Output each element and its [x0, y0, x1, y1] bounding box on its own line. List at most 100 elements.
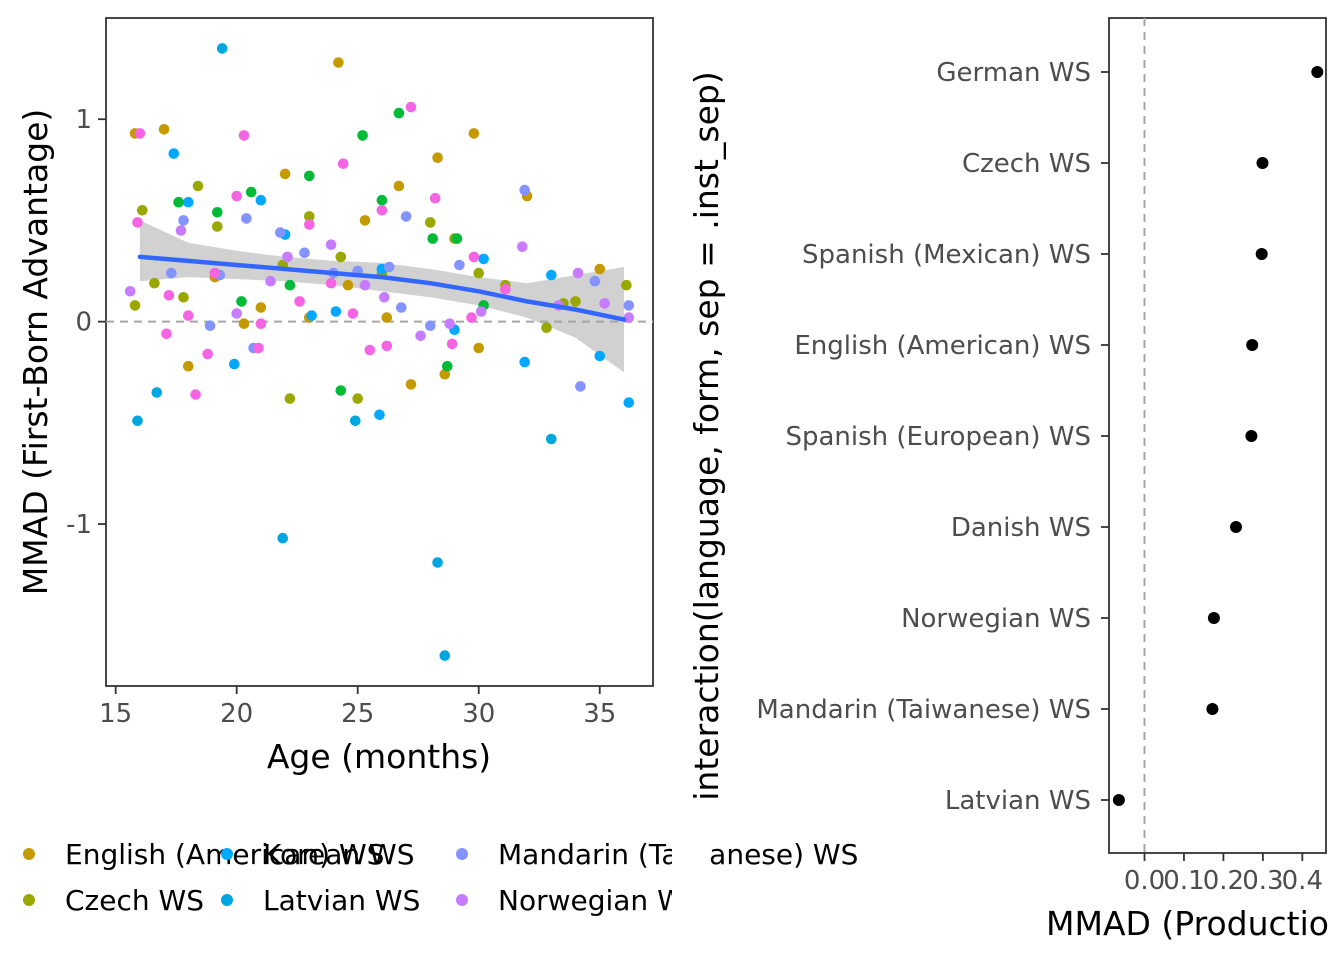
point-korean-ws	[168, 148, 180, 159]
point-english-american-ws	[238, 318, 250, 330]
point-danish-ws	[253, 342, 264, 354]
point-latvian-ws	[277, 532, 289, 544]
point-danish-ws	[446, 338, 458, 350]
point-norwegian-ws	[325, 239, 337, 250]
right-x-axis-title: MMAD (Productio	[1046, 904, 1329, 943]
left-y-axis-title: MMAD (First-Born Advantage)	[16, 109, 55, 596]
x-tick-label: 25	[341, 699, 374, 729]
dot-point	[1207, 612, 1220, 624]
point-norwegian-ws	[444, 318, 456, 330]
point-mandarin-taiwanese-ws	[178, 215, 189, 226]
point-english-american-ws	[405, 379, 417, 390]
x-tick-label: 0.0	[1124, 866, 1165, 896]
point-mandarin-taiwanese-ws	[575, 381, 586, 392]
point-danish-ws	[202, 348, 213, 360]
right-x-axis: 0.00.10.20.30.4	[1124, 853, 1323, 896]
point-latvian-ws	[132, 415, 143, 427]
category-label: English (American) WS	[794, 331, 1091, 361]
point-czech-ws	[541, 322, 552, 334]
point-english-american-ws	[158, 124, 170, 135]
point-spanish-european-ws	[304, 170, 315, 182]
point-mandarin-taiwanese-ws	[166, 267, 177, 279]
point-danish-ws	[231, 190, 242, 202]
point-korean-ws	[594, 350, 606, 362]
dot-point	[1112, 794, 1125, 806]
point-mandarin-taiwanese-ws	[396, 302, 407, 313]
smooth-line-layer	[137, 254, 627, 322]
point-spanish-european-ws	[173, 196, 184, 208]
point-mandarin-taiwanese-ws	[623, 300, 635, 311]
point-czech-ws	[570, 296, 581, 307]
category-label: Czech WS	[962, 149, 1091, 179]
point-latvian-ws	[546, 433, 557, 445]
point-danish-ws	[376, 205, 388, 216]
point-english-american-ws	[468, 128, 480, 139]
point-mandarin-taiwanese-ws	[400, 211, 412, 222]
point-danish-ws	[161, 328, 172, 340]
point-latvian-ws	[216, 43, 228, 54]
point-danish-ws	[183, 310, 194, 321]
point-english-american-ws	[393, 180, 405, 192]
legend-clip-mask	[672, 820, 708, 930]
point-spanish-european-ws	[335, 385, 347, 396]
point-norwegian-ws	[475, 306, 487, 317]
right-plot-border	[1108, 17, 1327, 854]
y-tick-label: 1	[75, 105, 92, 135]
point-english-american-ws	[439, 369, 451, 380]
point-czech-ws	[425, 217, 436, 228]
point-danish-ws	[163, 290, 175, 301]
left-panel: 15 20 25 30 35 -1 0 1 Age (months) MMAD (First…	[16, 17, 858, 930]
smooth-confidence-ribbon	[139, 220, 624, 373]
point-norwegian-ws	[572, 267, 584, 279]
point-english-american-ws	[594, 263, 606, 275]
point-english-american-ws	[342, 279, 354, 291]
point-danish-ws	[255, 318, 267, 330]
point-norwegian-ws	[282, 251, 293, 263]
point-czech-ws	[129, 300, 141, 311]
point-korean-ws	[546, 269, 557, 281]
point-korean-ws	[183, 196, 194, 208]
point-czech-ws	[192, 180, 204, 192]
dot-point	[1255, 248, 1268, 260]
point-czech-ws	[284, 393, 296, 404]
right-y-axis-title: interaction(language, form, sep = .inst_…	[687, 71, 726, 800]
category-label: Danish WS	[951, 513, 1091, 543]
point-czech-ws	[212, 221, 223, 232]
point-mandarin-taiwanese-ws	[519, 184, 530, 196]
legend-key-dot	[456, 894, 468, 906]
legend-label: Czech WS	[65, 884, 204, 917]
point-spanish-european-ws	[236, 296, 247, 307]
point-mandarin-taiwanese-ws	[425, 320, 436, 332]
point-spanish-european-ws	[376, 194, 388, 206]
point-danish-ws	[405, 101, 417, 113]
point-latvian-ws	[439, 650, 451, 661]
category-label: Spanish (Mexican) WS	[802, 240, 1091, 270]
point-spanish-european-ws	[442, 360, 453, 372]
left-y-axis: -1 0 1	[66, 105, 106, 540]
point-danish-ws	[466, 312, 477, 323]
left-x-axis-title: Age (months)	[267, 737, 491, 776]
right-panel: Latvian WS Mandarin (Taiwanese) WS Norwegi…	[687, 17, 1329, 943]
dot-point	[1256, 157, 1269, 169]
loess-smooth-line	[137, 254, 627, 322]
point-danish-ws	[500, 283, 511, 295]
point-english-american-ws	[279, 168, 291, 180]
y-tick-label: 0	[75, 308, 92, 338]
point-czech-ws	[621, 279, 632, 291]
point-mandarin-taiwanese-ws	[241, 213, 252, 224]
smooth-ribbon-layer	[139, 220, 624, 373]
point-danish-ws	[238, 130, 250, 141]
point-czech-ws	[149, 277, 160, 289]
point-korean-ws	[478, 253, 489, 265]
point-spanish-european-ws	[245, 186, 257, 198]
point-czech-ws	[335, 251, 347, 263]
legend-label: Korean WS	[263, 838, 414, 871]
point-korean-ws	[306, 310, 318, 321]
dot-point	[1230, 521, 1242, 533]
x-tick-label: 20	[220, 699, 253, 729]
point-czech-ws	[304, 211, 315, 222]
point-korean-ws	[255, 194, 267, 206]
left-plot-border	[105, 17, 654, 687]
point-english-american-ws	[183, 360, 194, 372]
